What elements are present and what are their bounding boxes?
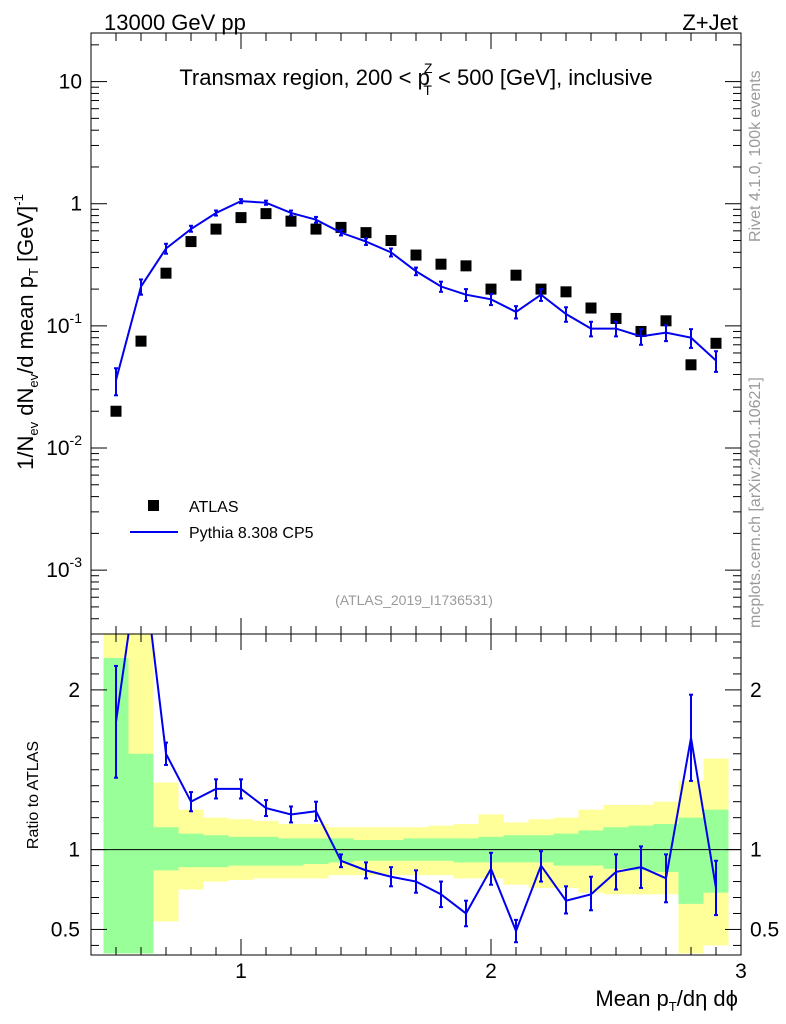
uncertainty-band-inner (503, 835, 529, 863)
atlas-data-point (710, 337, 722, 349)
main-y-tick-label: 10 (59, 71, 82, 94)
uncertainty-band-inner (253, 836, 279, 866)
atlas-data-point (310, 223, 322, 235)
plot-title: Transmax region, 200 < pZ T < 500 [GeV], … (179, 60, 652, 98)
atlas-data-point (685, 359, 697, 371)
uncertainty-band-inner (128, 753, 154, 954)
energy-label: 13000 GeV pp (104, 10, 246, 35)
ratio-line (115, 634, 717, 934)
rivet-version-label: Rivet 4.1.0, 100k events (747, 70, 764, 242)
atlas-data-point (260, 208, 272, 220)
legend-mc-label: Pythia 8.308 CP5 (189, 525, 314, 542)
uncertainty-band-inner (578, 830, 604, 866)
main-y-tick-label: 10-1 (46, 310, 82, 338)
uncertainty-band-inner (353, 840, 379, 861)
uncertainty-band-inner (453, 838, 479, 863)
atlas-data-point (560, 286, 572, 298)
ratio-plot-marks (91, 634, 741, 954)
ratio-y-tick-label: 0.5 (51, 918, 80, 941)
ratio-plot-frame (90, 633, 742, 956)
plot-title-sup: Z (424, 60, 433, 76)
main-plot-marks (110, 198, 722, 417)
uncertainty-band-inner (303, 838, 329, 864)
atlas-data-point (110, 405, 122, 417)
uncertainty-band-inner (278, 838, 304, 866)
legend-data-marker (148, 500, 159, 511)
atlas-data-point (185, 236, 197, 248)
ratio-y-tick-label: 1 (68, 839, 80, 862)
atlas-data-point (610, 312, 622, 324)
atlas-data-point (385, 235, 397, 247)
uncertainty-band-inner (378, 840, 404, 861)
main-y-tick-label: 10-2 (46, 432, 82, 460)
uncertainty-band-inner (328, 838, 354, 863)
atlas-data-point (660, 315, 672, 327)
atlas-data-point (135, 335, 147, 347)
uncertainty-band-inner (203, 835, 229, 868)
main-y-tick-label: 1 (70, 193, 82, 216)
atlas-data-point (235, 212, 247, 224)
ratio-series-group (114, 634, 718, 944)
main-y-axis: 10-3 10-2 10-1 1 10 (46, 33, 741, 635)
ratio-plot: 1 2 30.5 0.51 12 2 Ratio to ATLAS Mean pT/dη … (25, 633, 779, 1014)
x-axis-label: Mean pT/dη dϕ (595, 986, 738, 1014)
main-plot: 10-3 10-2 10-1 1 10 Transmax region, 200 < p… (11, 32, 742, 635)
legend-data-label: ATLAS (189, 499, 239, 516)
atlas-data-point (585, 302, 597, 314)
atlas-data-point (360, 227, 372, 239)
ratio-y-tick-label-right: 1 (750, 839, 762, 862)
atlas-data-point (335, 221, 347, 233)
atlas-data-point (410, 249, 422, 261)
main-y-tick-label: 10-3 (46, 554, 82, 582)
source-label: mcplots.cern.ch [arXiv:2401.10621] (747, 377, 764, 628)
atlas-data-point (160, 267, 172, 279)
ratio-y-tick-label: 2 (68, 679, 80, 702)
plot-title-sub: T (423, 82, 432, 98)
uncertainty-band-inner (228, 836, 254, 866)
ratio-y-tick-label-right: 0.5 (750, 918, 779, 941)
ratio-axes: 1 2 30.5 0.51 12 2 (51, 634, 779, 983)
atlas-data-point (285, 215, 297, 227)
ratio-y-tick-label-right: 2 (750, 679, 762, 702)
ratio-y-label: Ratio to ATLAS (25, 741, 42, 849)
uncertainty-band-inner (678, 817, 704, 904)
process-label: Z+Jet (682, 10, 738, 35)
x-tick-label: 1 (235, 960, 247, 983)
main-y-label: 1/Nev dNev/d mean pT [GeV]-1 (11, 194, 41, 470)
mc-line (115, 200, 717, 381)
plot-title-prefix: Transmax region, 200 < p (179, 65, 430, 90)
atlas-data-point (510, 269, 522, 281)
atlas-data-point (485, 283, 497, 295)
uncertainty-band-inner (153, 827, 179, 871)
analysis-tag: (ATLAS_2019_I1736531) (335, 592, 493, 608)
atlas-data-point (435, 258, 447, 270)
uncertainty-band-inner (178, 833, 204, 868)
plot-title-suffix: < 500 [GeV], inclusive (432, 65, 653, 90)
x-tick-label: 3 (735, 960, 747, 983)
atlas-data-point (460, 260, 472, 272)
x-tick-label: 2 (485, 960, 497, 983)
atlas-data-point (210, 223, 222, 235)
legend: ATLAS Pythia 8.308 CP5 (130, 499, 314, 542)
